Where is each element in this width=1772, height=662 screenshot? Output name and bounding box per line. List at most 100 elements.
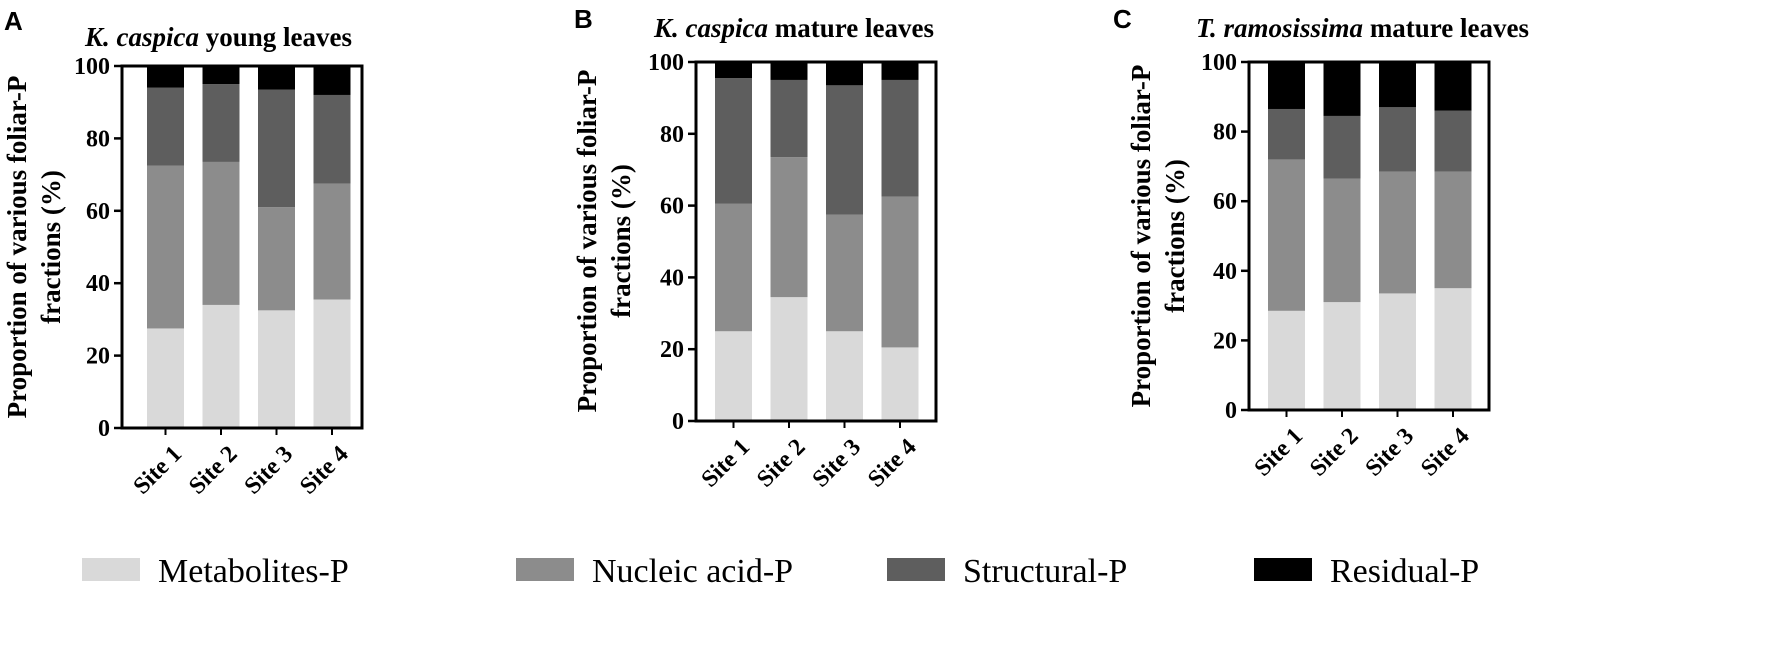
bar-segment-nucleic-acid-p-3 [258, 207, 295, 311]
panel-c: C T. ramosissima mature leavesProportion … [1113, 4, 1529, 482]
y-axis-label-line: fractions (%) [36, 170, 66, 324]
x-tick-label: Site 4 [295, 441, 353, 499]
y-tick-label: 20 [1213, 328, 1237, 354]
y-tick-label: 20 [660, 337, 684, 363]
panel-letter: A [4, 6, 23, 36]
y-axis-label: Proportion of various foliar-P fractions … [1126, 65, 1190, 408]
x-tick-label: Site 2 [752, 434, 810, 492]
legend: Metabolites-P Nucleic acid-P Structural-P R… [82, 553, 1479, 590]
bar-segment-structural-p-1 [147, 87, 184, 166]
bar-segment-nucleic-acid-p-2 [202, 161, 240, 305]
x-tick-label: Site 4 [1416, 423, 1474, 481]
bar-segment-structural-p-1 [1268, 108, 1305, 160]
legend-swatch-nucleic-acid-p [516, 558, 574, 581]
panel-b: B K. caspica mature leaves Proportion of v… [572, 4, 938, 493]
y-tick-label: 100 [1201, 50, 1237, 76]
panel-title-rest: mature leaves [768, 13, 934, 43]
y-tick-label: 60 [1213, 189, 1237, 215]
bar-segment-metabolites-p-1 [147, 328, 184, 428]
bar-segment-nucleic-acid-p-1 [1268, 159, 1305, 311]
bar-segment-metabolites-p-2 [1323, 302, 1361, 410]
bar-segment-structural-p-2 [202, 84, 240, 162]
x-tick-label: Site 2 [1305, 423, 1363, 481]
bar-segment-residual-p-2 [1323, 62, 1361, 116]
x-tick-label: Site 4 [863, 434, 921, 492]
bar-segment-structural-p-4 [1434, 110, 1472, 172]
y-tick-label: 60 [86, 199, 110, 225]
bar-segment-structural-p-4 [881, 79, 919, 197]
bar-segment-metabolites-p-3 [826, 331, 863, 421]
y-axis-label-line: Proportion of various foliar-P [572, 70, 602, 413]
bar-segment-residual-p-3 [1379, 62, 1416, 108]
panel-title: K. caspica young leaves [84, 22, 352, 52]
y-tick-label: 40 [1213, 259, 1237, 285]
panel-letter: C [1113, 4, 1132, 34]
legend-label: Residual-P [1330, 553, 1479, 590]
plot-frame [1247, 60, 1491, 412]
panel-a: A K. caspica young leaves Proportion of va… [2, 6, 364, 500]
y-tick-label: 80 [86, 126, 110, 152]
x-tick-label: Site 3 [240, 441, 298, 499]
bar-segment-nucleic-acid-p-3 [826, 214, 863, 332]
bar-segment-metabolites-p-1 [1268, 310, 1305, 410]
y-axis-label-line: fractions (%) [1160, 159, 1190, 313]
bar-segment-nucleic-acid-p-3 [1379, 171, 1416, 294]
y-tick-label: 100 [648, 50, 684, 76]
bar-segment-structural-p-3 [826, 85, 863, 215]
legend-label: Metabolites-P [158, 553, 349, 590]
panel-title: K. caspica mature leaves [653, 13, 934, 43]
x-tick-label: Site 1 [697, 434, 755, 492]
bar-segment-nucleic-acid-p-2 [1323, 178, 1361, 303]
bar-segment-structural-p-2 [1323, 115, 1361, 179]
bar-segment-metabolites-p-3 [258, 310, 295, 428]
plot-frame [694, 60, 938, 423]
panel-title: T. ramosissima mature leaves [1196, 13, 1529, 43]
bar-segment-residual-p-1 [1268, 62, 1305, 109]
legend-swatch-residual-p [1254, 558, 1312, 581]
bar-segment-structural-p-2 [770, 79, 808, 158]
x-tick-label: Site 1 [129, 441, 187, 499]
y-tick-label: 0 [672, 409, 684, 435]
y-axis-label: Proportion of various foliar-P fractions … [2, 76, 66, 419]
panel-title-rest: mature leaves [1363, 13, 1529, 43]
y-tick-label: 20 [86, 344, 110, 370]
bar-segment-structural-p-3 [258, 89, 295, 208]
y-axis-label: Proportion of various foliar-P fractions … [572, 70, 636, 413]
bar-segment-residual-p-1 [147, 66, 184, 88]
bar-segment-residual-p-3 [826, 62, 863, 86]
y-axis-label-line: fractions (%) [606, 164, 636, 318]
bar-segment-residual-p-4 [313, 66, 351, 95]
y-tick-label: 100 [74, 54, 110, 80]
plot-frame [120, 64, 364, 430]
bar-segment-residual-p-3 [258, 66, 295, 90]
bar-segment-structural-p-1 [715, 78, 752, 204]
legend-swatch-structural-p [887, 558, 945, 581]
bar-segment-structural-p-4 [313, 94, 351, 184]
bar-segment-residual-p-4 [1434, 62, 1472, 111]
panel-title-rest: young leaves [199, 22, 352, 52]
panel-title-species: K. caspica [84, 22, 199, 52]
bar-segment-residual-p-2 [770, 62, 808, 80]
y-tick-label: 40 [660, 265, 684, 291]
bar-segment-nucleic-acid-p-1 [147, 165, 184, 329]
y-tick-label: 40 [86, 271, 110, 297]
y-tick-label: 60 [660, 194, 684, 220]
x-tick-label: Site 3 [808, 434, 866, 492]
y-axis-label-line: Proportion of various foliar-P [1126, 65, 1156, 408]
y-tick-label: 0 [98, 416, 110, 442]
bar-segment-residual-p-4 [881, 62, 919, 80]
y-axis-label-line: Proportion of various foliar-P [2, 76, 32, 419]
x-tick-label: Site 3 [1361, 423, 1419, 481]
y-tick-label: 80 [1213, 120, 1237, 146]
bar-segment-nucleic-acid-p-2 [770, 157, 808, 298]
bar-segment-nucleic-acid-p-4 [881, 196, 919, 348]
bar-segment-residual-p-2 [202, 66, 240, 85]
panel-title-species: T. ramosissima [1196, 13, 1363, 43]
bar-segment-nucleic-acid-p-4 [313, 183, 351, 300]
y-tick-label: 0 [1225, 398, 1237, 424]
bar-segment-nucleic-acid-p-4 [1434, 171, 1472, 289]
legend-swatch-metabolites-p [82, 558, 140, 581]
x-tick-label: Site 1 [1250, 423, 1308, 481]
y-tick-label: 80 [660, 122, 684, 148]
